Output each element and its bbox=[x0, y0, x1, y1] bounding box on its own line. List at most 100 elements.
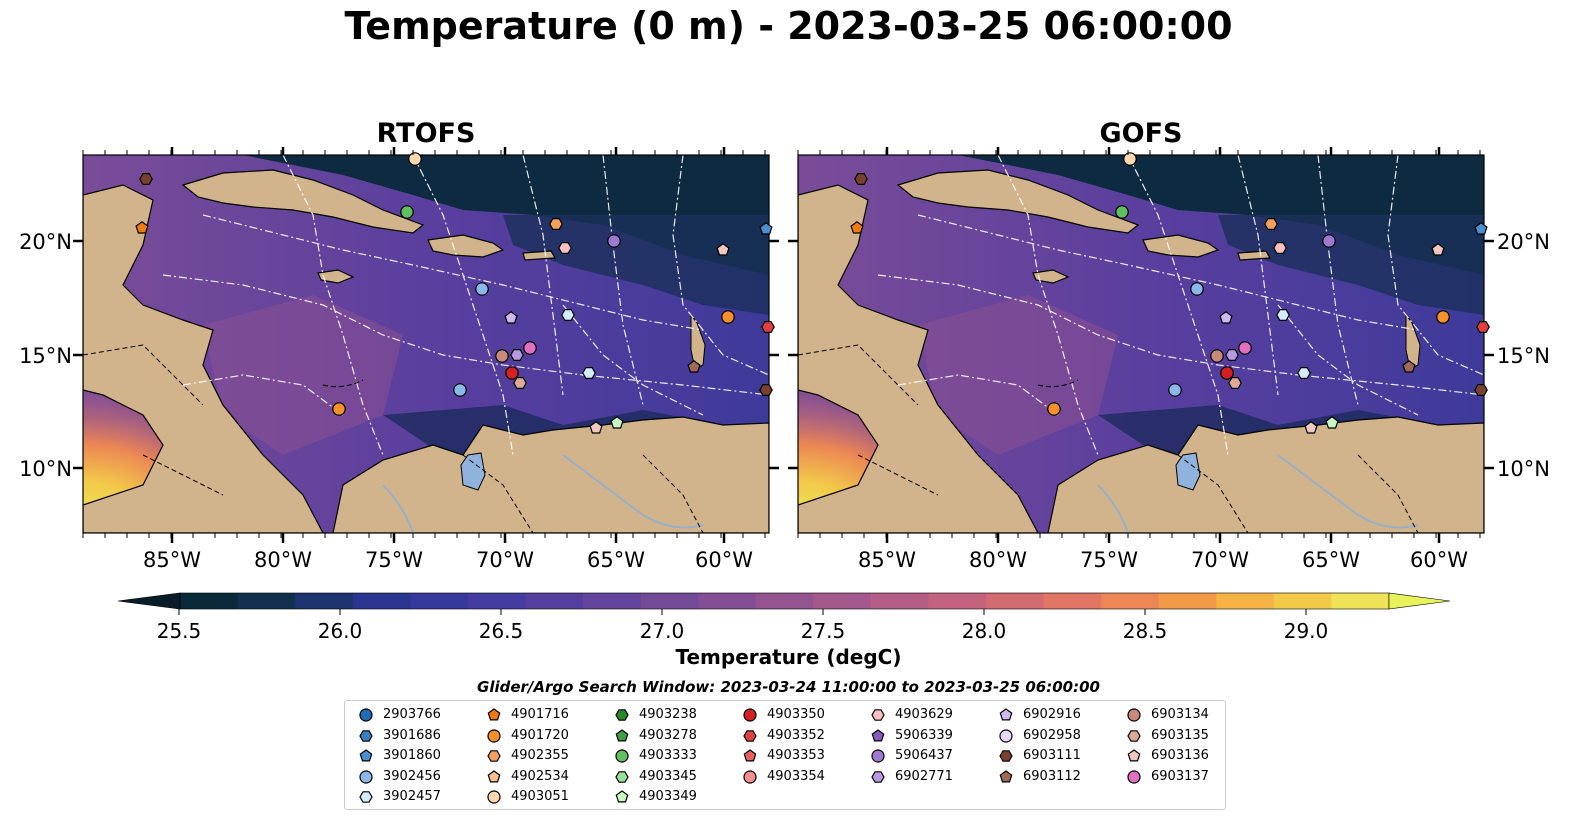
float-marker bbox=[1238, 341, 1252, 355]
legend-item-label: 3901860 bbox=[383, 748, 441, 763]
float-marker bbox=[400, 205, 414, 219]
legend-item-label: 4903350 bbox=[767, 707, 825, 722]
float-marker bbox=[495, 349, 509, 363]
legend-item-label: 4903353 bbox=[767, 748, 825, 763]
legend-item-label: 6902916 bbox=[1023, 707, 1081, 722]
legend-item-label: 4903333 bbox=[639, 748, 697, 763]
legend-item-label: 4903345 bbox=[639, 768, 697, 784]
float-marker bbox=[854, 173, 868, 185]
float-marker bbox=[1304, 421, 1318, 434]
legend-item-label: 4903629 bbox=[895, 707, 953, 722]
colorbar bbox=[117, 592, 1451, 615]
lon-label-70w-right: 70°W bbox=[1191, 548, 1249, 572]
map-panel-rtofs bbox=[82, 154, 770, 534]
float-marker bbox=[1431, 243, 1445, 256]
legend-item-label: 2903766 bbox=[383, 707, 441, 722]
legend-item-label: 4903278 bbox=[639, 727, 697, 743]
lon-label-85w-right: 85°W bbox=[858, 548, 916, 572]
hexagon-marker-icon bbox=[359, 729, 373, 742]
panel-title-rtofs: RTOFS bbox=[376, 118, 476, 149]
hexagon-marker-icon bbox=[999, 750, 1013, 762]
colorbar-segment bbox=[525, 593, 584, 609]
float-marker bbox=[510, 349, 524, 361]
pentagon-marker-icon bbox=[999, 769, 1013, 782]
colorbar-segment bbox=[180, 593, 239, 609]
lon-label-75w-right: 75°W bbox=[1080, 548, 1138, 572]
legend-item-label: 5906437 bbox=[895, 748, 953, 763]
float-marker bbox=[1325, 416, 1339, 429]
float-marker bbox=[1297, 367, 1311, 379]
colorbar-segment bbox=[1331, 593, 1390, 609]
colorbar-segment bbox=[986, 593, 1045, 609]
circle-marker-icon bbox=[1127, 769, 1141, 784]
colorbar-segment bbox=[755, 593, 814, 609]
legend-item-label: 6903112 bbox=[1023, 768, 1081, 784]
legend-item-label: 4902534 bbox=[511, 768, 569, 784]
pentagon-marker-icon bbox=[999, 708, 1013, 721]
colorbar-tick-label: 25.5 bbox=[157, 619, 202, 640]
legend-item-label: 4903354 bbox=[767, 768, 825, 784]
hexagon-marker-icon bbox=[615, 709, 629, 721]
figure-title: Temperature (0 m) - 2023-03-25 06:00:00 bbox=[344, 4, 1233, 48]
legend-item-label: 3901686 bbox=[383, 727, 441, 743]
pentagon-marker-icon bbox=[871, 728, 885, 741]
colorbar-segment bbox=[928, 593, 987, 609]
float-marker bbox=[1322, 234, 1336, 248]
colorbar-segment bbox=[1158, 593, 1217, 609]
legend-item-label: 4902355 bbox=[511, 748, 569, 763]
float-marker bbox=[504, 311, 518, 324]
lon-label-75w-left: 75°W bbox=[365, 548, 423, 572]
legend-item-label: 4903051 bbox=[511, 789, 569, 804]
float-marker bbox=[687, 360, 701, 373]
float-marker bbox=[558, 242, 572, 254]
map-figure: 85°W 80°W 75°W 70°W 65°W 60°W 85°W 80°W … bbox=[19, 147, 1550, 640]
float-marker bbox=[589, 421, 603, 434]
colorbar-tick-label: 26.5 bbox=[479, 619, 524, 640]
colorbar-segment bbox=[583, 593, 642, 609]
colorbar-extend-high bbox=[1388, 592, 1451, 610]
float-marker bbox=[1115, 205, 1129, 219]
float-marker bbox=[1264, 218, 1278, 230]
circle-marker-icon bbox=[743, 769, 757, 784]
colorbar-tick-label: 27.0 bbox=[640, 619, 685, 640]
colorbar-segment bbox=[698, 593, 757, 609]
legend-item-label: 6903137 bbox=[1151, 768, 1209, 784]
legend-item-label: 5906339 bbox=[895, 727, 953, 743]
pentagon-marker-icon bbox=[487, 708, 501, 721]
float-marker bbox=[475, 282, 489, 296]
float-marker bbox=[1276, 309, 1290, 321]
legend-item-label: 6903111 bbox=[1023, 748, 1081, 763]
legend-item-label: 4903349 bbox=[639, 789, 697, 804]
float-marker bbox=[582, 367, 596, 379]
circle-marker-icon bbox=[615, 749, 629, 763]
axis-ticks bbox=[73, 147, 1494, 543]
hexagon-marker-icon bbox=[871, 709, 885, 721]
legend-title: Glider/Argo Search Window: 2023-03-24 11… bbox=[477, 678, 1100, 696]
legend-item-label: 6902958 bbox=[1023, 727, 1081, 743]
colorbar-segment bbox=[295, 593, 354, 609]
legend-item-label: 6902771 bbox=[895, 768, 953, 784]
legend-item-label: 3902456 bbox=[383, 768, 441, 784]
legend-item-label: 4903352 bbox=[767, 727, 825, 743]
colorbar-segment bbox=[1101, 593, 1160, 609]
pentagon-marker-icon bbox=[615, 790, 629, 803]
float-marker bbox=[759, 222, 773, 235]
lat-label-15n-right: 15°N bbox=[1497, 344, 1550, 368]
hexagon-marker-icon bbox=[1127, 729, 1141, 742]
colorbar-segment bbox=[1216, 593, 1275, 609]
pentagon-marker-icon bbox=[743, 749, 757, 762]
circle-marker-icon bbox=[871, 749, 885, 763]
colorbar-segment bbox=[237, 593, 296, 609]
lon-label-80w-right: 80°W bbox=[969, 548, 1027, 572]
colorbar-segment bbox=[467, 593, 527, 609]
lon-label-80w-left: 80°W bbox=[254, 548, 312, 572]
float-marker bbox=[513, 377, 527, 389]
lat-label-20n-right: 20°N bbox=[1497, 230, 1550, 254]
pentagon-marker-icon bbox=[615, 728, 629, 741]
float-marker bbox=[716, 243, 730, 256]
colorbar-segment bbox=[410, 593, 469, 609]
colorbar-tick-label: 26.0 bbox=[318, 619, 363, 640]
lat-label-15n-left: 15°N bbox=[19, 344, 72, 368]
circle-marker-icon bbox=[1127, 708, 1141, 722]
float-marker bbox=[453, 383, 467, 397]
